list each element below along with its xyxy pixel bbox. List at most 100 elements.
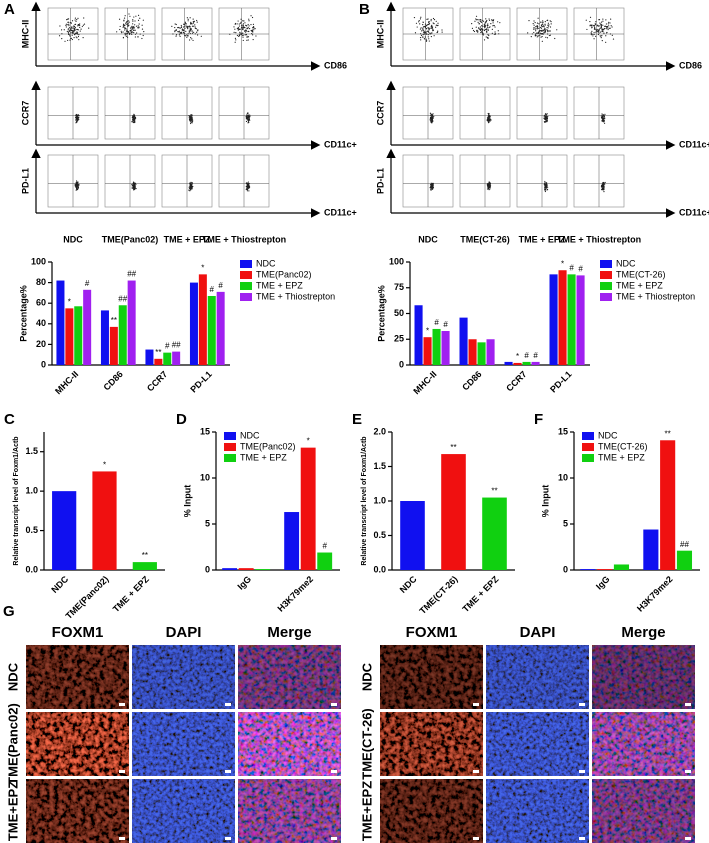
flow-event — [250, 15, 252, 17]
flow-event — [427, 30, 429, 32]
column-label: TME + Thiostrepton — [202, 234, 286, 244]
bar — [459, 317, 468, 365]
flow-event — [64, 40, 66, 42]
flow-event — [548, 25, 550, 27]
flow-event — [483, 25, 485, 27]
flow-event — [538, 30, 541, 32]
flow-event — [545, 28, 547, 30]
flow-event — [592, 24, 594, 27]
flow-event — [431, 118, 434, 120]
significance-label: * — [103, 461, 106, 470]
flow-event — [544, 181, 546, 184]
flow-event — [175, 23, 177, 26]
flow-event — [128, 32, 131, 34]
legend-swatch — [582, 454, 594, 462]
flow-event — [603, 189, 605, 191]
row-label: TME+EPZ — [359, 781, 374, 841]
x-tick-label: NDC — [398, 574, 419, 595]
legend-swatch — [224, 443, 236, 451]
flow-event — [487, 34, 489, 36]
flow-event — [430, 113, 432, 115]
flow-event — [77, 117, 79, 119]
flow-event — [142, 19, 144, 21]
flow-event — [196, 34, 199, 36]
bar — [216, 291, 225, 365]
flow-event — [533, 24, 535, 26]
panel-letter: D — [176, 411, 187, 428]
flow-event — [423, 30, 425, 32]
flow-event — [186, 25, 188, 27]
flow-event — [535, 30, 537, 32]
micrograph — [26, 779, 129, 843]
flow-event — [132, 115, 134, 117]
flow-event — [544, 116, 547, 118]
flow-event — [601, 113, 603, 115]
bar — [100, 310, 109, 365]
flow-event — [69, 39, 71, 41]
flow-event — [243, 26, 245, 28]
bar — [486, 339, 495, 365]
bar — [423, 337, 432, 365]
scale-bar — [685, 837, 691, 840]
flow-event — [489, 188, 491, 190]
legend-swatch — [600, 282, 612, 290]
y-axis-label: PD-L1 — [375, 168, 385, 194]
flow-event — [546, 113, 548, 115]
flow-event — [547, 22, 549, 24]
flow-event — [544, 28, 546, 30]
flow-event — [483, 39, 486, 41]
flow-event — [59, 25, 61, 27]
flow-event — [422, 21, 424, 24]
y-tick-label: 0 — [41, 359, 46, 369]
flow-event — [489, 26, 491, 28]
flow-event — [547, 31, 549, 33]
flow-event — [489, 182, 491, 184]
significance-label: ## — [118, 294, 127, 303]
flow-event — [249, 114, 251, 116]
flow-event — [248, 25, 250, 27]
bar — [576, 275, 585, 365]
flow-event — [491, 28, 493, 30]
flow-event — [189, 120, 191, 122]
flow-event — [478, 23, 480, 25]
flow-event — [471, 27, 474, 29]
y-tick-label: 0.0 — [25, 564, 38, 574]
flow-event — [494, 33, 496, 35]
flow-event — [432, 113, 434, 115]
flow-event — [441, 31, 443, 33]
flow-event — [127, 23, 129, 25]
flow-event — [556, 29, 558, 31]
flow-event — [546, 120, 548, 123]
flow-event — [191, 122, 193, 124]
significance-label: # — [569, 263, 574, 272]
flow-event — [429, 119, 431, 121]
flow-event — [190, 30, 192, 32]
flow-event — [187, 28, 189, 30]
flow-event — [547, 19, 549, 21]
flow-event — [488, 181, 490, 183]
flow-event — [251, 29, 254, 31]
row-label: TME(CT-26) — [359, 708, 374, 780]
flow-event — [191, 30, 194, 32]
flow-event — [252, 23, 255, 25]
flow-event — [605, 35, 607, 37]
flow-event — [589, 16, 592, 18]
flow-event — [246, 113, 248, 115]
flow-event — [77, 118, 79, 120]
y-axis-label: CCR7 — [20, 101, 30, 126]
row-label: NDC — [5, 662, 20, 691]
flow-event — [138, 23, 140, 25]
flow-event — [531, 33, 533, 35]
legend-swatch — [240, 271, 252, 279]
flow-event — [66, 30, 68, 33]
flow-event — [122, 25, 125, 27]
flow-event — [420, 34, 423, 36]
scale-bar — [473, 770, 479, 773]
x-axis-label: CD11c+ — [679, 139, 709, 149]
flow-event — [478, 19, 480, 21]
flow-event — [482, 33, 484, 35]
flow-event — [193, 22, 195, 24]
flow-event — [240, 21, 242, 23]
flow-event — [184, 34, 186, 37]
flow-event — [486, 30, 488, 32]
